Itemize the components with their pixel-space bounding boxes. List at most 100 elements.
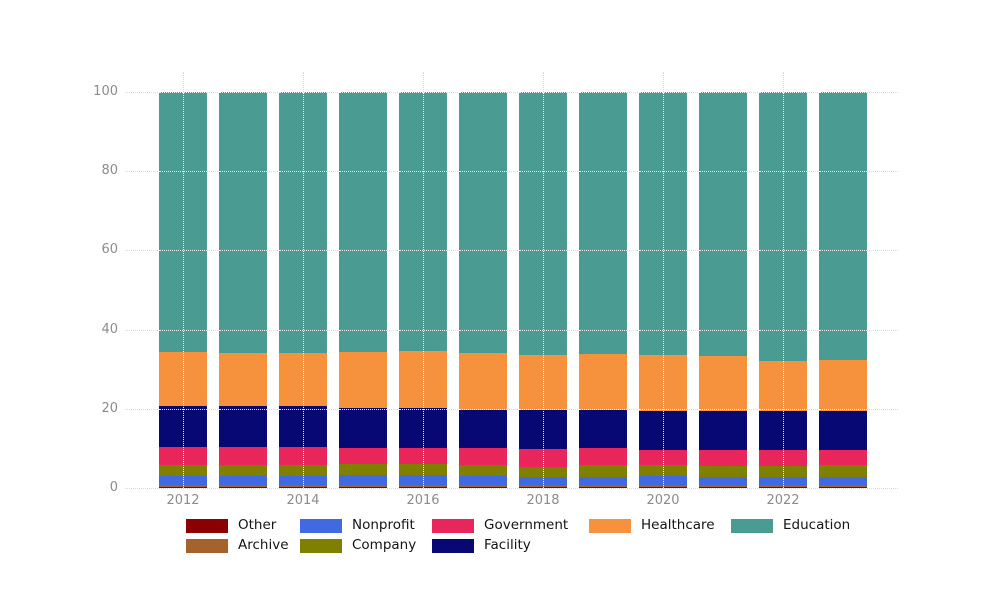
segment-government-2023 [819,450,867,466]
segment-other-2017 [459,486,507,488]
gridline-overlay-horizontal [819,250,867,252]
segment-nonprofit-2017 [459,475,507,486]
legend-swatch-company [300,538,342,553]
legend-label: Government [484,517,569,533]
segment-other-2023 [819,486,867,488]
x-tick-label: 2012 [166,493,200,508]
segment-education-2017 [459,92,507,354]
gridline-overlay-vertical [782,92,784,488]
segment-nonprofit-2015 [339,475,387,486]
y-tick-label: 60 [101,242,118,258]
segment-facility-2021 [699,411,747,451]
gridline-overlay-horizontal [819,92,867,93]
segment-other-2015 [339,486,387,488]
x-tick-label: 2016 [406,493,440,508]
segment-company-2017 [459,464,507,476]
gridline-overlay-horizontal [699,329,747,331]
segment-healthcare-2019 [579,354,627,411]
legend-swatch-facility [432,538,474,553]
legend-label: Archive [238,537,289,553]
x-tick-label: 2020 [646,493,680,508]
segment-nonprofit-2019 [579,476,627,486]
gridline-horizontal [125,488,898,489]
segment-government-2015 [339,447,387,465]
bar-2018 [519,92,567,488]
segment-education-2023 [819,92,867,361]
segment-facility-2023 [819,411,867,451]
bar-2020 [639,92,687,488]
gridline-overlay-horizontal [339,408,387,410]
legend-swatch-nonprofit [300,518,342,533]
segment-government-2013 [219,446,267,465]
segment-education-2021 [699,92,747,357]
segment-nonprofit-2023 [819,476,867,486]
plot-area [125,72,898,492]
gridline-overlay-vertical [662,92,664,488]
legend-label: Company [352,537,417,553]
segment-nonprofit-2013 [219,475,267,486]
y-tick-label: 0 [109,480,118,495]
legend-label: Nonprofit [352,517,415,533]
gridline-horizontal [125,250,898,252]
gridline-horizontal [125,92,898,93]
gridline-overlay-vertical [542,92,544,488]
segment-healthcare-2017 [459,353,507,410]
y-tick-label: 100 [93,84,118,99]
segment-healthcare-2023 [819,360,867,412]
gridline-overlay-horizontal [339,329,387,331]
gridline-overlay-horizontal [219,408,267,410]
segment-facility-2013 [219,406,267,447]
legend-label: Facility [484,537,531,553]
legend-item-education: Education [731,518,850,533]
segment-facility-2019 [579,410,627,449]
segment-archive-2023 [819,485,867,487]
gridline-overlay-horizontal [819,329,867,331]
legend-item-company: Company [300,538,416,553]
segment-archive-2013 [219,485,267,487]
gridline-horizontal [125,408,898,410]
bar-2023 [819,92,867,488]
segment-healthcare-2021 [699,356,747,412]
gridline-overlay-horizontal [459,171,507,173]
gridline-overlay-horizontal [699,250,747,252]
gridline-overlay-vertical [302,92,304,488]
bar-2015 [339,92,387,488]
gridline-overlay-horizontal [339,250,387,252]
segment-company-2023 [819,465,867,477]
gridline-overlay-horizontal [699,408,747,410]
segment-company-2021 [699,465,747,477]
gridline-overlay-horizontal [459,250,507,252]
segment-company-2019 [579,465,627,477]
segment-nonprofit-2021 [699,476,747,486]
legend-label: Other [238,517,277,533]
legend-item-facility: Facility [432,538,531,553]
segment-healthcare-2015 [339,351,387,408]
gridline-overlay-horizontal [459,408,507,410]
legend-swatch-archive [186,538,228,553]
y-tick-label: 80 [101,163,118,179]
gridline-overlay-horizontal [219,171,267,173]
legend-swatch-government [432,518,474,533]
x-tick-label: 2018 [526,493,560,508]
gridline-horizontal [125,329,898,331]
gridline-overlay-horizontal [699,92,747,93]
legend-item-healthcare: Healthcare [589,518,715,533]
gridline-horizontal [125,171,898,173]
gridline-overlay-horizontal [459,329,507,331]
segment-government-2021 [699,450,747,466]
x-tick-label: 2014 [286,493,320,508]
gridline-overlay-horizontal [579,250,627,252]
segment-education-2015 [339,92,387,352]
legend-item-archive: Archive [186,538,289,553]
gridline-overlay-vertical [422,92,424,488]
gridline-overlay-horizontal [819,408,867,410]
gridline-overlay-horizontal [579,408,627,410]
segment-other-2021 [699,486,747,488]
gridline-overlay-horizontal [339,171,387,173]
bar-2013 [219,92,267,488]
gridline-overlay-horizontal [219,250,267,252]
segment-archive-2021 [699,485,747,487]
legend-swatch-other [186,518,228,533]
gridline-overlay-horizontal [819,171,867,173]
